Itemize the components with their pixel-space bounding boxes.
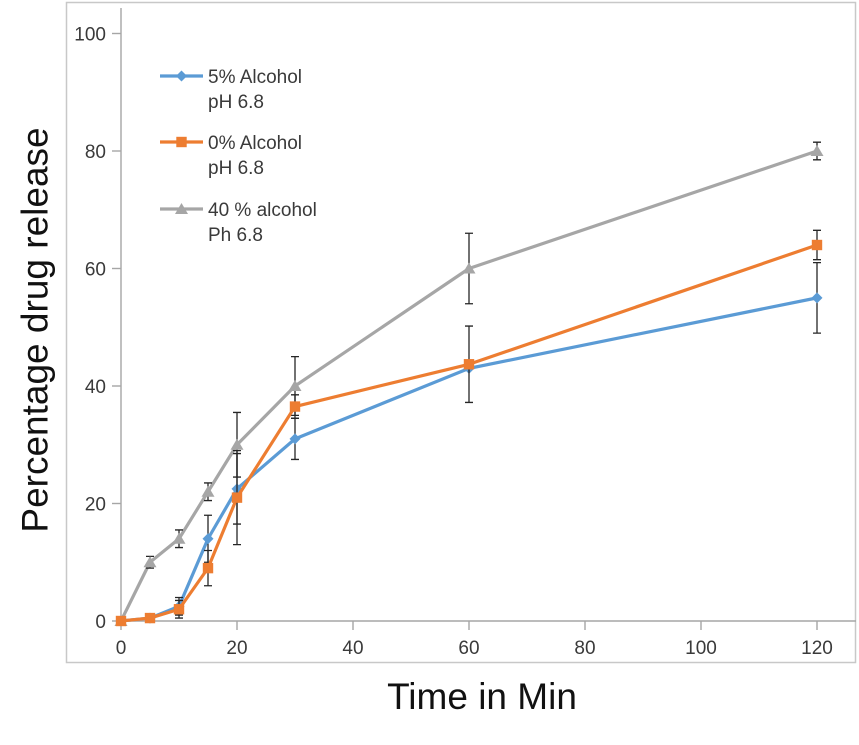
chart-area-frame [65, 1, 857, 664]
x-axis-tick-label: 60 [458, 638, 479, 659]
square-marker-series-1 [202, 562, 214, 574]
legend-label-line1-1: 0% Alcohol [208, 133, 302, 154]
legend-diamond-marker-0 [176, 70, 187, 82]
x-axis-tick-label: 80 [574, 638, 595, 659]
triangle-marker-series-2 [810, 145, 824, 156]
y-axis-tick-label: 80 [85, 142, 106, 163]
diamond-marker-series-0 [202, 533, 214, 545]
legend-triangle-marker-2 [175, 203, 188, 214]
x-axis-tick-label: 40 [342, 638, 363, 659]
square-marker-series-1 [463, 359, 475, 370]
square-marker-series-1 [115, 615, 127, 627]
square-marker-series-1 [173, 604, 185, 615]
legend-label-line2-0: pH 6.8 [208, 92, 264, 113]
y-axis-tick-label: 20 [85, 495, 106, 516]
x-axis-tick-label: 100 [685, 638, 717, 659]
x-axis-tick-label: 0 [116, 638, 127, 659]
triangle-marker-series-2 [172, 532, 186, 544]
y-axis-tick-label: 0 [95, 612, 106, 633]
diamond-marker-series-0 [289, 433, 301, 445]
legend-label-line2-1: pH 6.8 [208, 158, 264, 179]
square-marker-series-1 [231, 492, 243, 503]
triangle-marker-series-2 [143, 556, 157, 568]
triangle-marker-series-2 [201, 485, 215, 497]
x-axis-tick-label: 20 [226, 638, 247, 659]
x-axis-title: Time in Min [387, 676, 577, 717]
y-axis-tick-label: 100 [74, 25, 106, 46]
legend-label-line1-2: 40 % alcohol [208, 200, 317, 221]
triangle-marker-series-2 [462, 262, 476, 274]
legend-square-marker-1 [176, 136, 187, 148]
y-axis-title: Percentage drug release [14, 127, 56, 533]
triangle-marker-series-2 [288, 380, 302, 391]
y-axis-tick-label: 40 [85, 377, 106, 398]
square-marker-series-1 [289, 401, 301, 412]
square-marker-series-1 [811, 239, 823, 251]
series-line-2 [119, 149, 819, 623]
square-marker-series-1 [144, 612, 156, 624]
triangle-marker-series-2 [230, 438, 244, 450]
y-axis-tick-label: 60 [85, 260, 106, 281]
x-axis-tick-label: 120 [801, 638, 833, 659]
legend-label-line1-0: 5% Alcohol [208, 67, 302, 88]
diamond-marker-series-0 [811, 292, 823, 304]
legend-label-line2-2: Ph 6.8 [208, 225, 263, 246]
